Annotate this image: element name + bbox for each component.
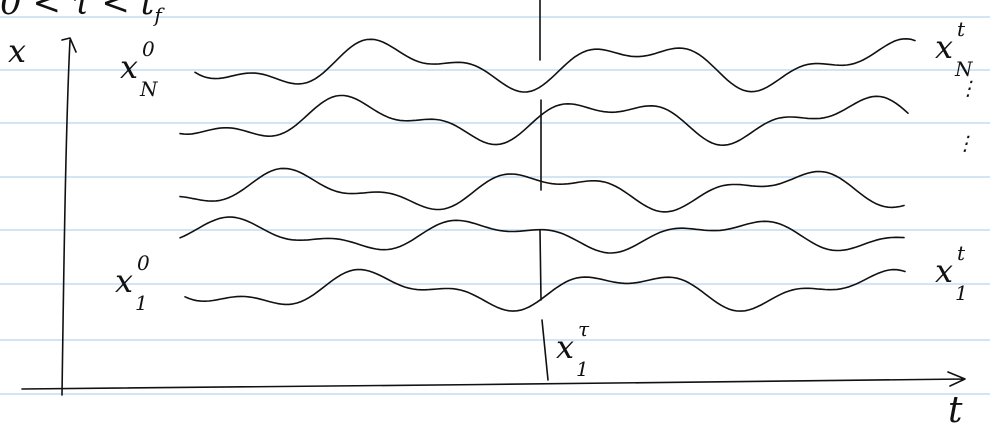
label-sup: t [957, 17, 966, 41]
condition-sub: f [152, 3, 165, 27]
trajectory [180, 96, 908, 146]
ruled-lines [0, 17, 990, 394]
condition-text: 0 < τ < t [0, 0, 155, 23]
label-base: x [120, 48, 138, 86]
label-sup: τ [578, 317, 590, 341]
label-base: x [556, 328, 574, 366]
label-sub: 1 [955, 281, 968, 305]
label-base: x [935, 28, 953, 66]
label-sub: 1 [135, 291, 148, 315]
tau-line [540, 0, 548, 380]
condition: 0 < τ < tf [0, 0, 165, 27]
y-axis-label: x [8, 32, 26, 70]
label-sup: 0 [137, 251, 150, 275]
dots: ⋮ [955, 131, 975, 155]
x-axis [22, 372, 965, 389]
trajectory [180, 217, 904, 253]
sketch-page: ⋮ ⋮ 0 < τ < tfxtx0Nx01xtNxt1xτ1 [0, 0, 990, 429]
label-sup: t [957, 241, 966, 265]
label-sub: N [954, 57, 974, 81]
x-axis-label: t [948, 390, 963, 429]
y-axis [62, 38, 76, 395]
label-sub: 1 [576, 357, 589, 381]
trajectory [195, 39, 915, 92]
label-sub: N [139, 77, 159, 101]
trajectories [180, 39, 915, 311]
trajectory [185, 270, 905, 312]
trajectory [180, 168, 904, 212]
label-base: x [935, 252, 953, 290]
label-base: x [115, 262, 133, 300]
label-sup: 0 [142, 37, 155, 61]
